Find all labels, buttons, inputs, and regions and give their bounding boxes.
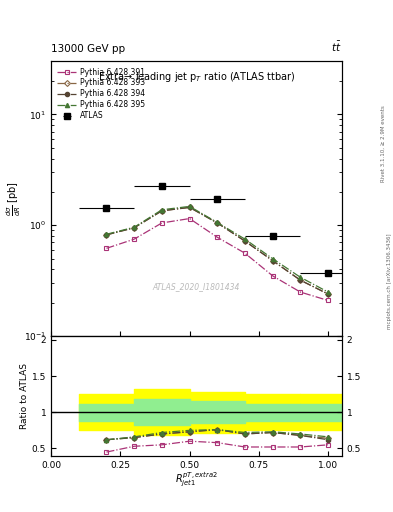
Pythia 6.428 395 bbox=[298, 274, 303, 281]
Pythia 6.428 395 bbox=[270, 255, 275, 262]
Pythia 6.428 393 bbox=[160, 208, 164, 214]
Pythia 6.428 393 bbox=[132, 225, 136, 231]
Pythia 6.428 394 bbox=[298, 277, 303, 283]
Y-axis label: Ratio to ATLAS: Ratio to ATLAS bbox=[20, 363, 29, 429]
Pythia 6.428 395 bbox=[187, 203, 192, 209]
Text: Rivet 3.1.10, ≥ 2.9M events: Rivet 3.1.10, ≥ 2.9M events bbox=[381, 105, 386, 182]
Pythia 6.428 391 bbox=[270, 273, 275, 279]
Pythia 6.428 395 bbox=[160, 207, 164, 213]
Pythia 6.428 391 bbox=[326, 297, 331, 304]
Text: 13000 GeV pp: 13000 GeV pp bbox=[51, 44, 125, 54]
Pythia 6.428 391 bbox=[242, 250, 247, 257]
Line: Pythia 6.428 394: Pythia 6.428 394 bbox=[105, 205, 330, 296]
Pythia 6.428 391 bbox=[298, 289, 303, 295]
Pythia 6.428 395 bbox=[215, 220, 220, 226]
Pythia 6.428 393 bbox=[104, 232, 109, 238]
Line: Pythia 6.428 393: Pythia 6.428 393 bbox=[105, 205, 330, 296]
Pythia 6.428 394 bbox=[215, 220, 220, 226]
Pythia 6.428 391 bbox=[104, 245, 109, 251]
Legend: Pythia 6.428 391, Pythia 6.428 393, Pythia 6.428 394, Pythia 6.428 395, ATLAS: Pythia 6.428 391, Pythia 6.428 393, Pyth… bbox=[55, 65, 147, 122]
Text: ATLAS_2020_I1801434: ATLAS_2020_I1801434 bbox=[153, 282, 240, 291]
Text: mcplots.cern.ch [arXiv:1306.3436]: mcplots.cern.ch [arXiv:1306.3436] bbox=[387, 234, 391, 329]
Pythia 6.428 394 bbox=[104, 232, 109, 238]
Pythia 6.428 394 bbox=[187, 204, 192, 210]
Pythia 6.428 395 bbox=[104, 231, 109, 238]
Pythia 6.428 394 bbox=[270, 258, 275, 264]
Pythia 6.428 391 bbox=[132, 236, 136, 242]
Pythia 6.428 393 bbox=[298, 277, 303, 283]
Pythia 6.428 393 bbox=[242, 238, 247, 244]
Line: Pythia 6.428 395: Pythia 6.428 395 bbox=[105, 204, 330, 294]
Pythia 6.428 395 bbox=[242, 236, 247, 242]
Pythia 6.428 391 bbox=[160, 220, 164, 226]
Pythia 6.428 394 bbox=[326, 291, 331, 297]
Pythia 6.428 394 bbox=[160, 208, 164, 214]
Y-axis label: $\frac{d\sigma}{dR}$ [pb]: $\frac{d\sigma}{dR}$ [pb] bbox=[4, 182, 22, 216]
Pythia 6.428 393 bbox=[326, 291, 331, 297]
Text: $t\bar{t}$: $t\bar{t}$ bbox=[331, 39, 342, 54]
Pythia 6.428 393 bbox=[270, 258, 275, 264]
X-axis label: $R_{jet1}^{pT,extra2}$: $R_{jet1}^{pT,extra2}$ bbox=[175, 471, 218, 489]
Pythia 6.428 391 bbox=[187, 216, 192, 222]
Pythia 6.428 395 bbox=[132, 224, 136, 230]
Pythia 6.428 393 bbox=[187, 204, 192, 210]
Pythia 6.428 394 bbox=[242, 238, 247, 244]
Line: Pythia 6.428 391: Pythia 6.428 391 bbox=[105, 217, 330, 303]
Pythia 6.428 393 bbox=[215, 220, 220, 226]
Pythia 6.428 394 bbox=[132, 225, 136, 231]
Text: Extra→ leading jet p$_T$ ratio (ATLAS ttbar): Extra→ leading jet p$_T$ ratio (ATLAS tt… bbox=[97, 70, 296, 83]
Pythia 6.428 391 bbox=[215, 234, 220, 240]
Pythia 6.428 395 bbox=[326, 289, 331, 295]
